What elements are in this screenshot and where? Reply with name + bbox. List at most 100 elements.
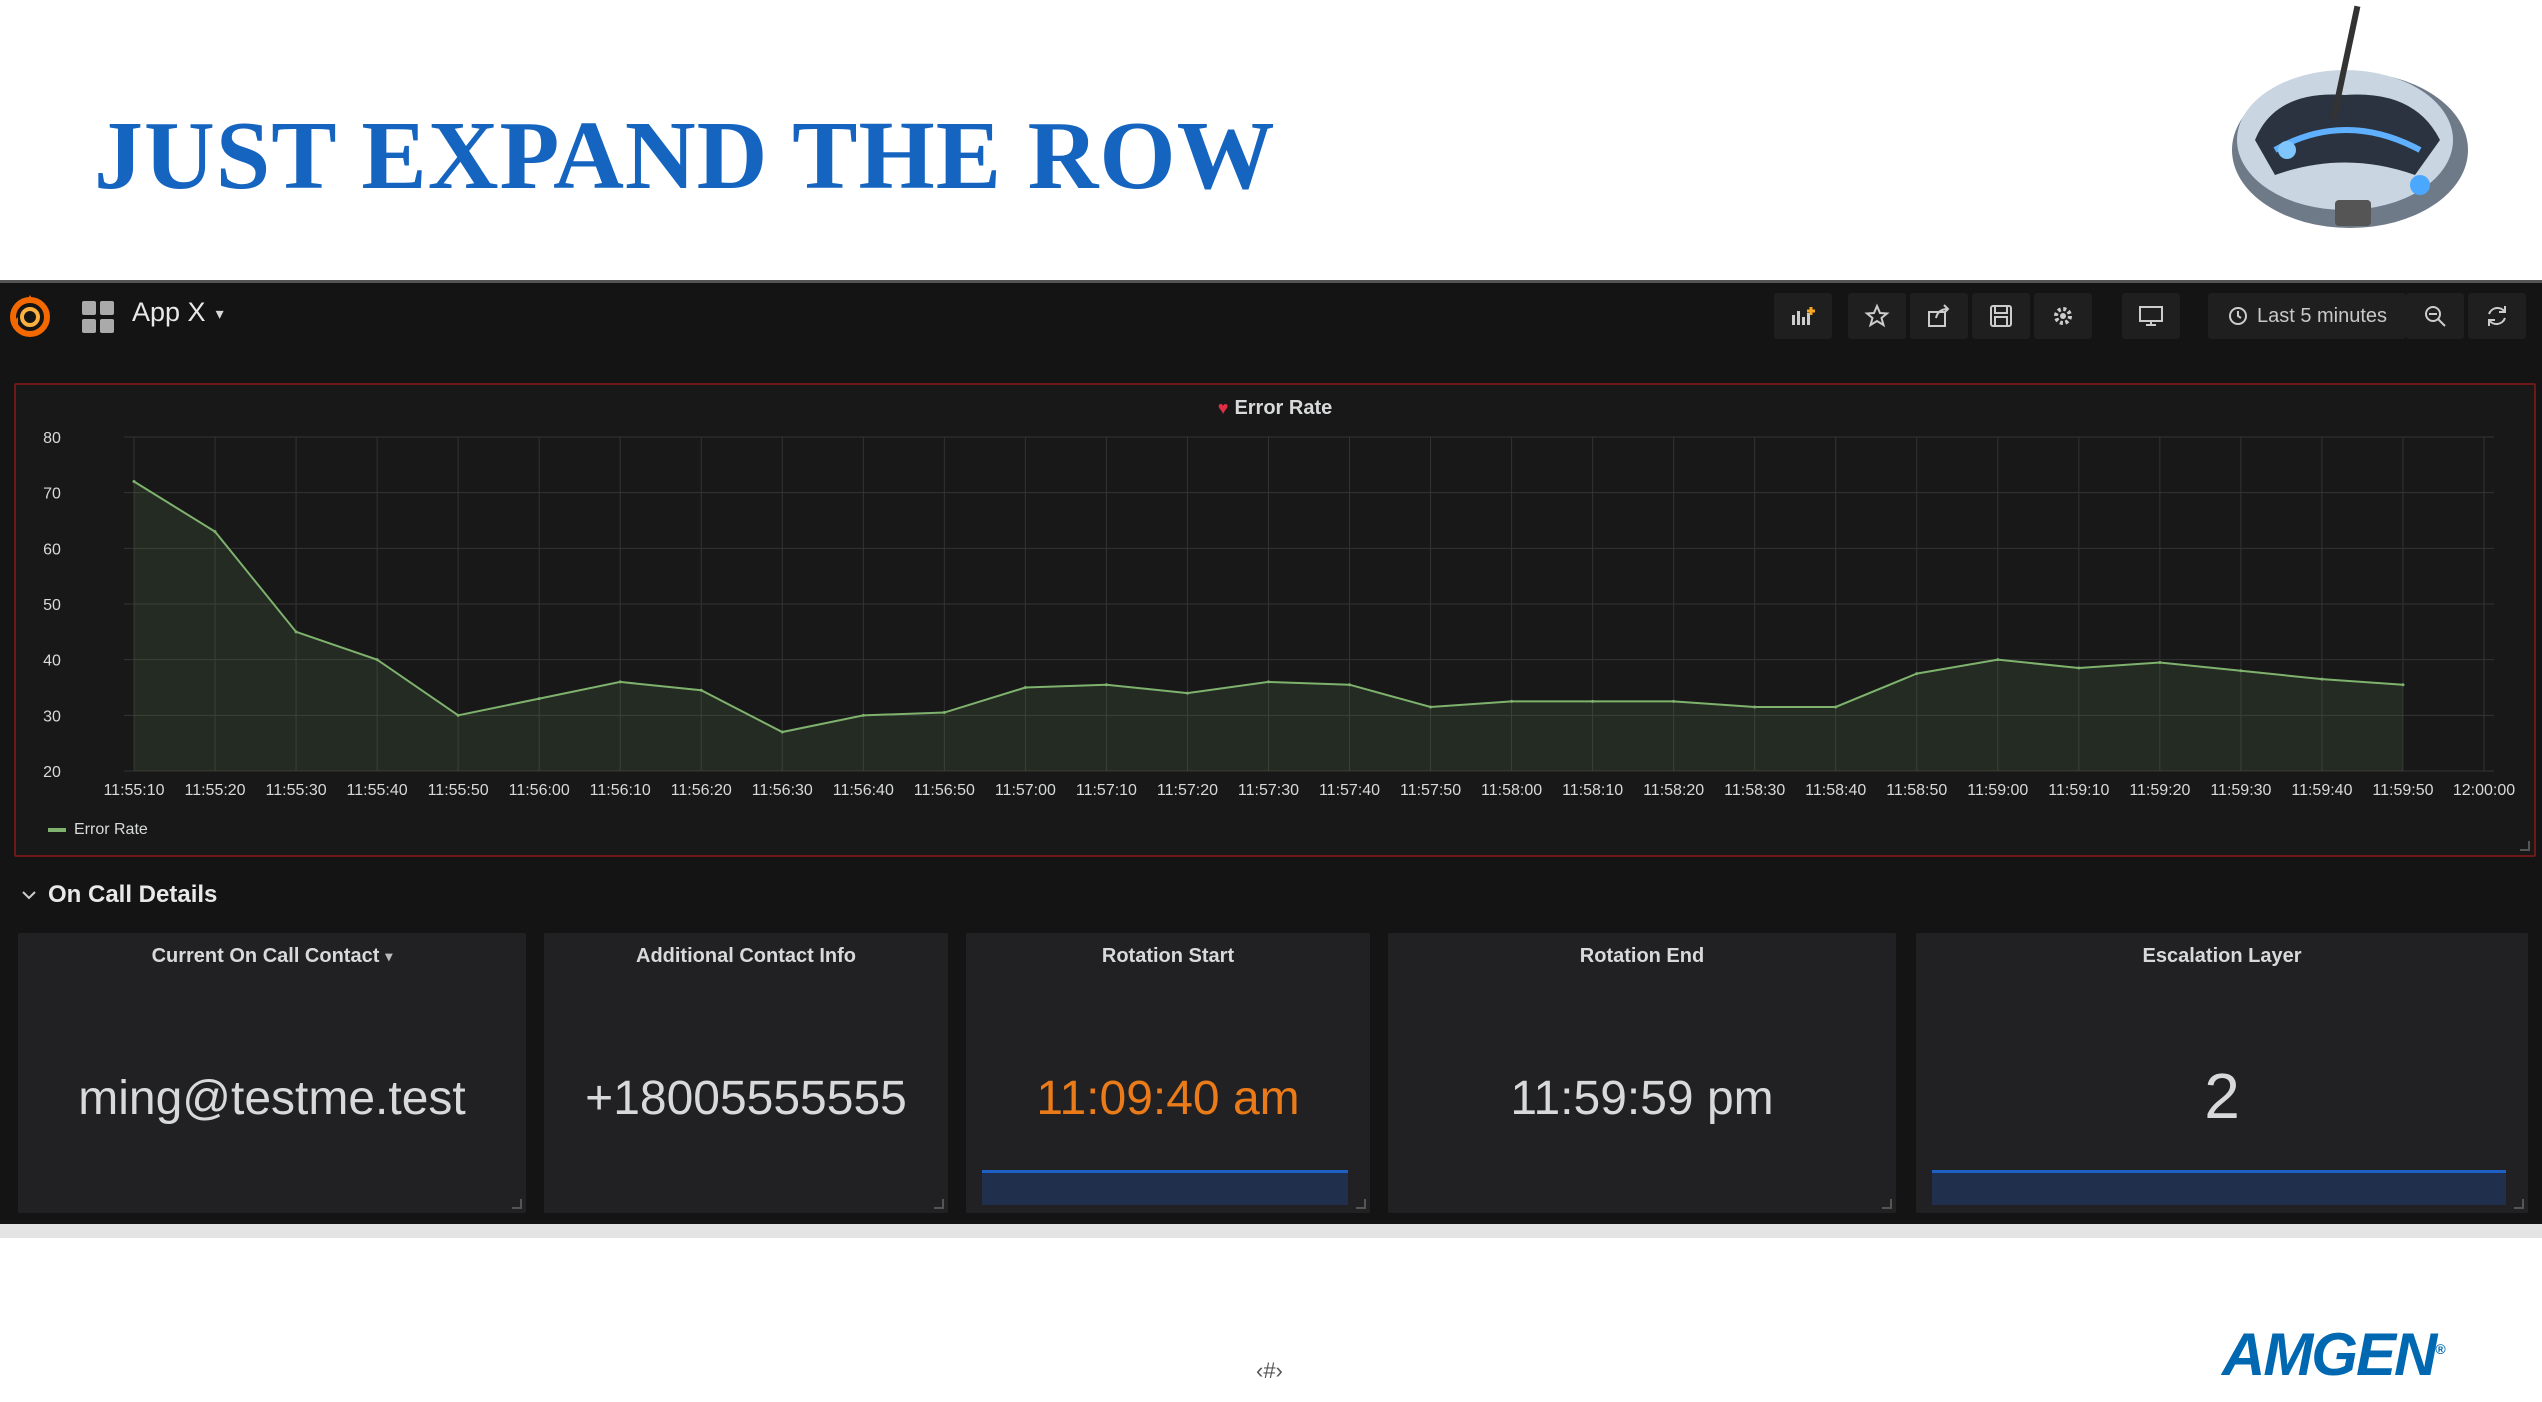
grafana-logo-icon[interactable]: [6, 293, 54, 341]
broken-heart-icon: ♥: [1217, 398, 1229, 418]
data-point: [1591, 699, 1595, 703]
x-tick-label: 11:56:20: [671, 782, 732, 799]
data-point: [2320, 677, 2324, 681]
x-tick-label: 11:57:00: [995, 782, 1056, 799]
stat-panel-rotation-end[interactable]: Rotation End 11:59:59 pm: [1388, 933, 1896, 1213]
settings-button[interactable]: [2034, 293, 2092, 339]
data-point: [2239, 669, 2243, 673]
stat-panel-on-call-contact[interactable]: Current On Call Contact ▾ ming@testme.tes…: [18, 933, 526, 1213]
share-button[interactable]: [1910, 293, 1968, 339]
x-tick-label: 11:57:40: [1319, 782, 1380, 799]
resize-handle[interactable]: [1882, 1199, 1892, 1209]
data-point: [861, 713, 865, 717]
stat-value: +18005555555: [585, 1072, 907, 1125]
zoom-out-icon: [2425, 306, 2446, 327]
stat-panel-escalation-layer[interactable]: Escalation Layer 2: [1916, 933, 2528, 1213]
data-point: [2401, 683, 2405, 687]
dashboard-picker[interactable]: App X ▾: [132, 297, 224, 328]
stat-title[interactable]: Rotation Start: [1101, 945, 1235, 967]
data-point: [1348, 683, 1352, 687]
data-point: [699, 688, 703, 692]
row-collapse-toggle[interactable]: On Call Details: [20, 881, 217, 909]
stat-panel-additional-contact[interactable]: Additional Contact Info +18005555555: [544, 933, 948, 1213]
robot-mascot-image: [2232, 5, 2468, 228]
chart-legend[interactable]: Error Rate: [48, 821, 148, 839]
data-point: [294, 630, 298, 634]
save-button[interactable]: [1972, 293, 2030, 339]
sparkline: [982, 1170, 1348, 1205]
x-tick-label: 11:55:30: [266, 782, 327, 799]
data-point: [537, 697, 541, 701]
y-tick-label: 50: [43, 597, 61, 614]
error-rate-chart: 20 30 40 50 60 70 80 11:55:10 11:55:20 11:55:30 11…: [43, 430, 2515, 799]
data-point: [1185, 691, 1189, 695]
series-area: [134, 481, 2403, 771]
x-tick-label: 11:56:00: [509, 782, 570, 799]
stat-panel-rotation-start[interactable]: Rotation Start 11:09:40 am: [966, 933, 1370, 1213]
refresh-button[interactable]: [2468, 293, 2526, 339]
stat-title[interactable]: Rotation End: [1579, 945, 1705, 967]
x-tick-label: 11:58:00: [1481, 782, 1542, 799]
y-tick-label: 70: [43, 486, 61, 503]
resize-handle[interactable]: [2514, 1199, 2524, 1209]
data-point: [1834, 705, 1838, 709]
x-tick-label: 11:57:50: [1400, 782, 1461, 799]
stat-value: 11:59:59 pm: [1510, 1072, 1774, 1125]
time-range-label: Last 5 minutes: [2256, 304, 2388, 327]
x-tick-label: 11:58:50: [1886, 782, 1947, 799]
settings-icon: [2054, 307, 2072, 325]
legend-label: Error Rate: [74, 821, 148, 838]
panel-title[interactable]: ♥ Error Rate: [16, 397, 2534, 420]
x-tick-label: 12:00:00: [2453, 782, 2515, 799]
amgen-logo: AMGEN®: [2222, 1320, 2446, 1389]
amgen-logo-text: AMGEN: [2222, 1321, 2437, 1388]
stat-title[interactable]: Additional Contact Info: [636, 945, 856, 967]
stat-title[interactable]: Escalation Layer: [2142, 945, 2302, 967]
star-button[interactable]: [1848, 293, 1906, 339]
zoom-out-button[interactable]: [2406, 293, 2464, 339]
chevron-down-icon: ▾: [385, 948, 393, 965]
data-point: [1672, 699, 1676, 703]
y-tick-label: 20: [43, 764, 61, 781]
resize-handle[interactable]: [512, 1199, 522, 1209]
resize-handle[interactable]: [1356, 1199, 1366, 1209]
x-tick-label: 11:55:50: [428, 782, 489, 799]
data-point: [780, 730, 784, 734]
x-tick-label: 11:55:20: [184, 782, 245, 799]
refresh-icon: [2488, 306, 2506, 326]
y-tick-label: 80: [43, 430, 61, 447]
stat-title[interactable]: Current On Call Contact ▾: [18, 945, 526, 968]
x-tick-label: 11:58:30: [1724, 782, 1785, 799]
dashboards-grid-icon[interactable]: [82, 301, 114, 333]
tv-mode-icon: [2139, 306, 2163, 326]
data-point: [2158, 660, 2162, 664]
y-tick-label: 30: [43, 708, 61, 725]
slide-title: JUST EXPAND THE ROW: [94, 102, 1276, 210]
data-point: [1510, 699, 1514, 703]
y-tick-label: 60: [43, 541, 61, 558]
legend-swatch: [48, 828, 66, 832]
error-rate-graph-panel[interactable]: 20 30 40 50 60 70 80 11:55:10 11:55:20 11:55:30 11…: [14, 383, 2536, 857]
resize-handle[interactable]: [934, 1199, 944, 1209]
time-range-picker[interactable]: Last 5 minutes: [2208, 293, 2406, 339]
x-tick-label: 11:59:30: [2210, 782, 2271, 799]
x-tick-label: 11:56:30: [752, 782, 813, 799]
x-tick-label: 11:55:40: [347, 782, 408, 799]
add-panel-button[interactable]: [1774, 293, 1832, 339]
x-tick-label: 11:59:00: [1967, 782, 2028, 799]
resize-handle[interactable]: [2520, 841, 2530, 851]
save-icon: [1990, 305, 2012, 327]
star-icon: [1864, 303, 1890, 328]
x-tick-label: 11:59:40: [2291, 782, 2352, 799]
data-point: [375, 658, 379, 662]
data-point: [1104, 683, 1108, 687]
x-tick-label: 11:55:10: [103, 782, 164, 799]
clock-icon: [2228, 307, 2247, 325]
top-navbar: App X ▾: [0, 283, 2542, 353]
data-point: [1915, 672, 1919, 676]
x-tick-label: 11:56:40: [833, 782, 894, 799]
x-tick-label: 11:56:50: [914, 782, 975, 799]
data-point: [942, 711, 946, 715]
tv-mode-button[interactable]: [2122, 293, 2180, 339]
data-point: [618, 680, 622, 684]
